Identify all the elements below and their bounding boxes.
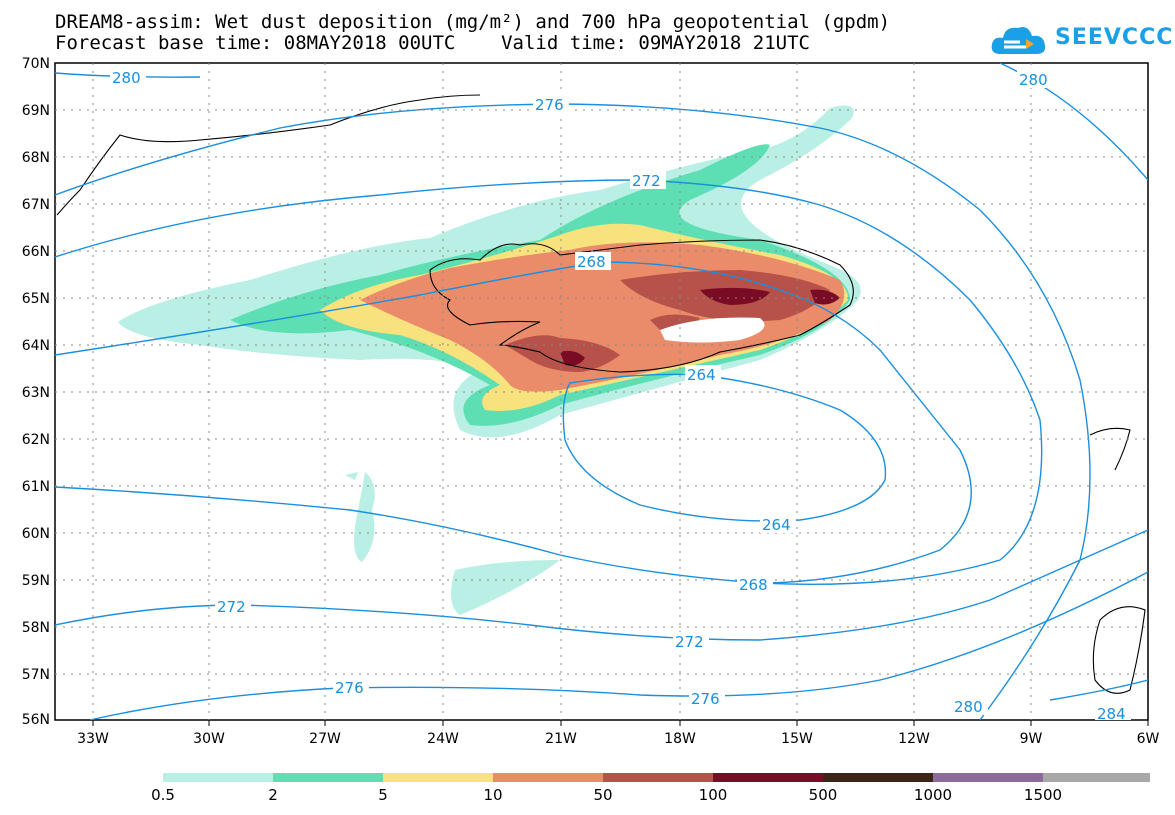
lon-label: 33W [77,731,109,747]
graticule [55,63,1148,720]
legend-swatch [273,773,383,782]
contour-label: 280 [954,698,983,716]
contour-label: 264 [687,366,716,384]
lat-label: 62N [21,432,50,448]
legend-label: 2 [268,786,278,804]
contour-label: 268 [577,253,606,271]
lat-label: 59N [21,573,50,589]
lat-label: 63N [21,385,50,401]
contour-label: 268 [739,576,768,594]
lat-label: 69N [21,103,50,119]
legend-swatch [933,773,1043,782]
lat-label: 60N [21,526,50,542]
cloud-icon [990,20,1140,60]
legend-swatch [163,773,273,782]
lat-label: 56N [21,712,50,728]
lat-label: 64N [21,338,50,354]
legend-swatch [383,773,493,782]
lon-label: 18W [664,731,696,747]
legend-swatch [1043,773,1150,782]
contour-label: 264 [762,516,791,534]
axis-ticks [92,720,1149,726]
lat-label: 61N [21,479,50,495]
legend-label: 1000 [913,786,953,804]
lon-label: 15W [781,731,813,747]
legend-label: 0.5 [151,786,175,804]
legend-label: 50 [593,786,613,804]
contour-label: 272 [632,172,661,190]
legend-label: 500 [808,786,838,804]
legend-swatch [823,773,933,782]
legend-swatch [603,773,713,782]
lat-label: 58N [21,620,50,636]
dust-deposition-field [118,105,861,615]
lat-label: 70N [21,56,50,72]
lon-label: 21W [545,731,577,747]
contour-label: 280 [1019,71,1048,89]
legend-label: 5 [378,786,388,804]
lon-label: 27W [309,731,341,747]
contour-label: 276 [535,96,564,114]
lat-label: 66N [21,244,50,260]
contour-label: 272 [675,633,704,651]
contour-label: 276 [691,690,720,708]
map-subtitle: Forecast base time: 08MAY2018 00UTC Vali… [55,32,810,54]
lon-label: 9W [1019,731,1043,747]
lat-label: 57N [21,667,50,683]
lat-label: 65N [21,291,50,307]
legend-label: 100 [698,786,728,804]
legend-label: 1500 [1023,786,1063,804]
lon-label: 12W [898,731,930,747]
lat-label: 67N [21,197,50,213]
lon-label: 24W [427,731,459,747]
contour-label: 276 [335,679,364,697]
lon-label: 30W [193,731,225,747]
contour-label: 284 [1097,705,1126,723]
lon-label: 6W [1136,731,1160,747]
legend-swatch [713,773,823,782]
contour-label: 272 [217,598,246,616]
coastlines [56,94,1146,694]
geopotential-contours [55,63,1148,720]
legend-swatch [493,773,603,782]
legend-label: 10 [483,786,503,804]
map-title: DREAM8-assim: Wet dust deposition (mg/m²… [55,11,891,33]
lat-label: 68N [21,150,50,166]
contour-labels: 280 276 272 268 264 264 268 272 276 272 … [110,68,1131,723]
contour-label: 280 [112,69,141,87]
logo-text: SEEVCCC [1055,25,1174,50]
